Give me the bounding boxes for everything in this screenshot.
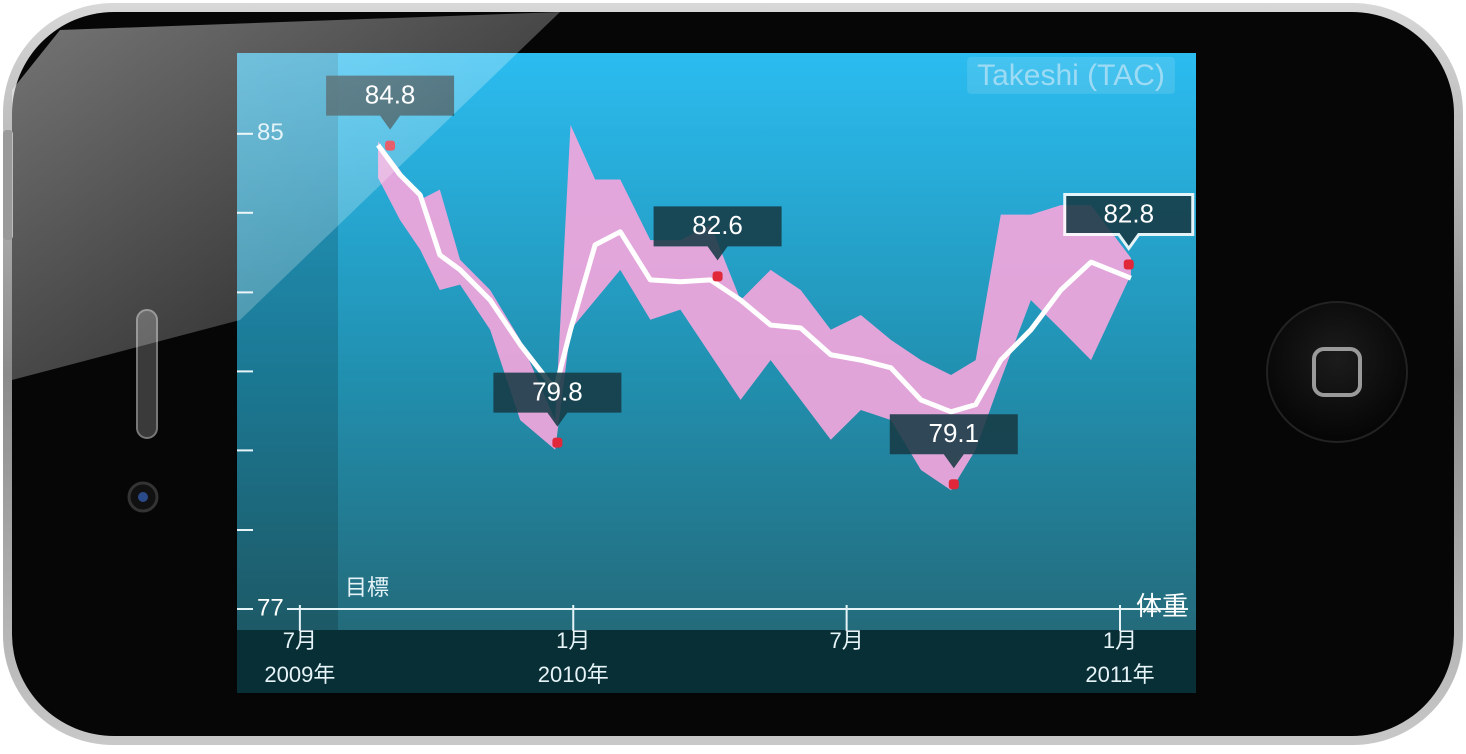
home-button[interactable]	[1266, 301, 1408, 443]
year-label: 2011年	[1085, 662, 1154, 687]
goal-label: 目標	[345, 575, 389, 600]
extreme-marker	[552, 437, 563, 448]
year-label: 2010年	[538, 662, 609, 687]
callout-label: 82.6	[692, 210, 743, 240]
home-button-icon	[1312, 347, 1362, 397]
callout-label: 79.8	[532, 377, 583, 407]
callout-box	[653, 206, 782, 261]
extreme-marker	[948, 479, 959, 490]
callout: 82.8	[1063, 192, 1195, 252]
callout: 79.8	[493, 372, 622, 427]
callout-label: 82.8	[1103, 198, 1154, 228]
callout: 82.6	[653, 206, 782, 261]
date-strip	[237, 630, 1196, 693]
x-tick-label: 1月	[556, 628, 590, 653]
x-tick-label: 7月	[283, 628, 317, 653]
extreme-marker	[712, 271, 723, 282]
callout-box	[889, 414, 1018, 469]
callout-box	[493, 372, 622, 427]
extreme-marker	[1123, 259, 1134, 270]
x-tick-label: 7月	[830, 628, 864, 653]
range-band	[378, 124, 1131, 491]
callout-box	[1063, 192, 1195, 252]
year-label: 2009年	[264, 662, 335, 687]
screen-gloss	[12, 12, 560, 380]
title-badge	[967, 56, 1175, 94]
chart-title: Takeshi (TAC)	[977, 59, 1165, 92]
callout-label: 79.1	[928, 418, 979, 448]
x-tick-label: 1月	[1103, 628, 1137, 653]
camera-lens	[138, 492, 148, 502]
callout: 79.1	[889, 414, 1018, 469]
side-button	[3, 130, 13, 240]
y-tick-label: 77	[257, 594, 284, 621]
value-label: 体重	[1136, 591, 1188, 621]
trend-line	[376, 143, 1132, 415]
